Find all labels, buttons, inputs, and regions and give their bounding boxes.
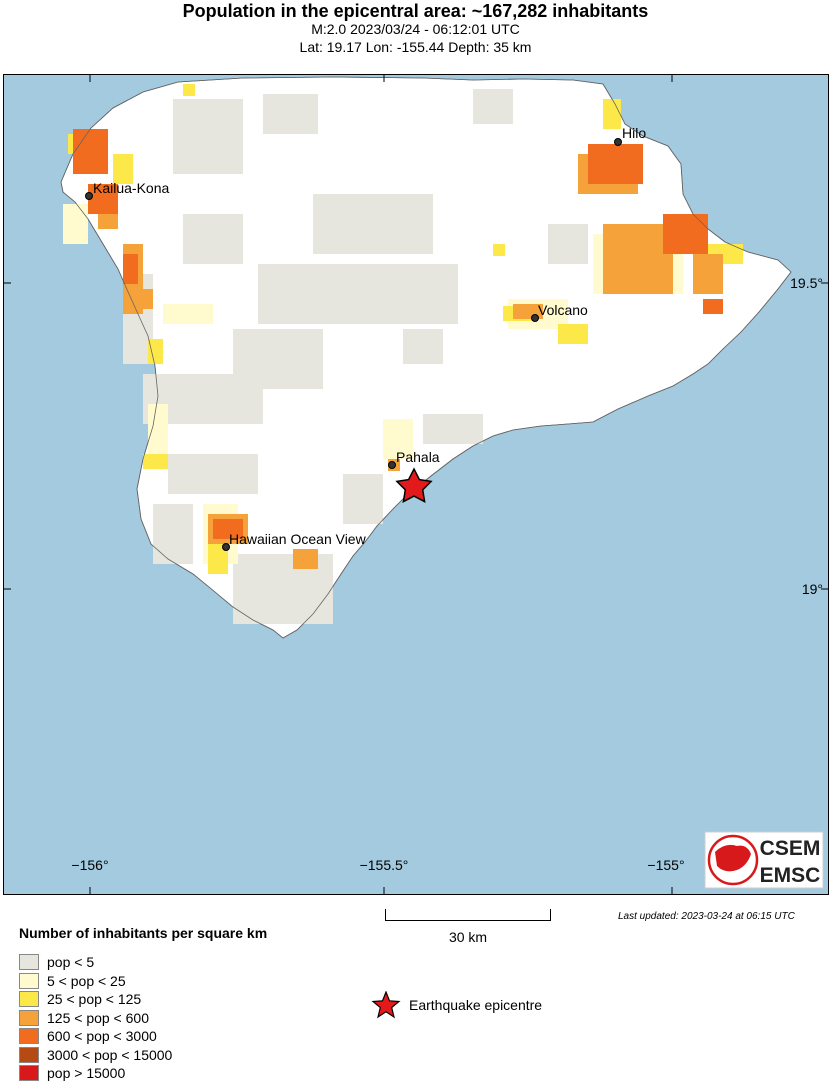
legend-item: 25 < pop < 125 [19,990,141,1008]
legend-swatch [19,1028,39,1044]
legend-swatch [19,954,39,970]
legend-swatch [19,991,39,1007]
legend-label: 125 < pop < 600 [47,1009,149,1026]
last-updated: Last updated: 2023-03-24 at 06:15 UTC [618,911,795,922]
map-frame [3,74,829,895]
lat-label-19-5: 19.5° [790,275,823,291]
city-label-pahala: Pahala [396,449,440,465]
legend-item: 3000 < pop < 15000 [19,1046,172,1064]
city-label-hilo: Hilo [622,125,646,141]
legend-swatch [19,1046,39,1063]
lat-label-19: 19° [802,581,823,597]
lon-label-155: −155° [647,857,684,873]
city-marker-kailua-kona [85,192,93,200]
svg-text:CSEM: CSEM [760,837,821,860]
population-map: 19.5° 19° −156° −155.5° −155° Hilo Kailu… [3,74,829,895]
scale-bar-label: 30 km [448,929,488,945]
legend-title: Number of inhabitants per square km [19,925,268,941]
coastline [60,76,792,639]
legend-swatch [19,1009,39,1026]
legend-item: 5 < pop < 25 [19,972,126,990]
csem-emsc-logo: CSEM EMSC [704,831,824,889]
epicentre-star-icon [395,467,433,503]
event-info: M:2.0 2023/03/24 - 06:12:01 UTC [311,21,520,37]
city-marker-hilo [614,138,622,146]
lon-label-155-5: −155.5° [360,857,409,873]
city-marker-hawaiian-ocean-view [222,543,230,551]
event-location: Lat: 19.17 Lon: -155.44 Depth: 35 km [299,39,532,55]
legend-label: pop > 15000 [47,1065,126,1081]
legend-label: 3000 < pop < 15000 [47,1046,173,1063]
epicentre-legend: Earthquake epicentre [371,991,542,1019]
map-title: Population in the epicentral area: ~167,… [182,1,649,21]
epicentre-legend-star-icon [371,991,401,1019]
legend-swatch [19,972,39,989]
city-label-volcano: Volcano [538,302,588,318]
graticule-ticks [3,74,829,895]
city-marker-pahala [388,461,396,469]
city-label-hawaiian-ocean-view: Hawaiian Ocean View [229,531,367,547]
legend-item: pop > 15000 [19,1064,125,1082]
population-sparse [123,89,588,624]
legend-label: 25 < pop < 125 [47,991,142,1007]
legend-label: 600 < pop < 3000 [47,1028,157,1044]
legend-item: 600 < pop < 3000 [19,1027,157,1045]
legend-label: pop < 5 [47,954,95,970]
city-marker-volcano [531,314,539,322]
svg-text:EMSC: EMSC [760,864,821,887]
legend-label: 5 < pop < 25 [47,972,126,989]
legend-item: pop < 5 [19,953,94,971]
legend-item: 125 < pop < 600 [19,1009,149,1027]
epicentre-legend-label: Earthquake epicentre [409,997,543,1013]
legend-swatch [19,1065,39,1081]
city-label-kailua-kona: Kailua-Kona [93,180,169,196]
scale-bar [385,909,551,921]
population-very-high [73,129,723,539]
lon-label-156: −156° [71,857,108,873]
